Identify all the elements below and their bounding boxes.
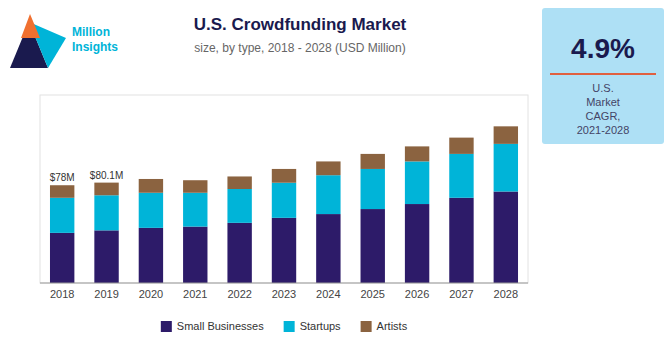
bar-segment: Startups	[94, 195, 118, 230]
x-tick-label: 2019	[94, 288, 118, 300]
data-label: $80.1M	[90, 170, 123, 181]
bar-segment: Artists	[494, 126, 518, 144]
bar-segment: Artists	[361, 154, 385, 169]
bar-segment: Startups	[227, 189, 251, 223]
bar-segment: Small Businesses	[316, 214, 340, 283]
bar-segment: Small Businesses	[50, 233, 74, 283]
bar-segment: Startups	[494, 144, 518, 192]
bar-segment: Small Businesses	[405, 204, 429, 283]
legend-label: Startups	[300, 320, 341, 332]
x-tick-label: 2020	[139, 288, 163, 300]
legend: Small Businesses Startups Artists	[161, 320, 408, 332]
bar-segment: Artists	[316, 161, 340, 175]
bar-segment: Artists	[139, 179, 163, 193]
bars: Small Businesses Small Businesses Small Bu…	[50, 126, 518, 283]
x-tick-label: 2028	[494, 288, 518, 300]
bar-segment: Startups	[50, 198, 74, 233]
legend-label: Small Businesses	[177, 320, 264, 332]
title: U.S. Crowdfunding Market	[194, 15, 407, 34]
cagr-value: 4.9%	[571, 33, 635, 64]
legend-swatch	[161, 321, 172, 332]
bar-segment: Artists	[50, 185, 74, 198]
logo-text: MillionInsights	[72, 25, 118, 54]
bar-segment: Startups	[449, 154, 473, 198]
bar-segment: Artists	[183, 180, 207, 193]
x-tick-label: 2026	[405, 288, 429, 300]
x-tick-label: 2025	[360, 288, 384, 300]
bar-segment: Artists	[272, 169, 296, 183]
bar-segment: Startups	[316, 175, 340, 214]
bar-segment: Artists	[227, 176, 251, 189]
x-tick-label: 2027	[449, 288, 473, 300]
plot-frame	[40, 95, 528, 283]
bar-segment: Artists	[405, 146, 429, 161]
cagr-box	[542, 8, 664, 144]
cagr-subtext: U.S.MarketCAGR,2021-2028	[577, 82, 630, 136]
x-tick-label: 2018	[50, 288, 74, 300]
x-tick-label: 2021	[183, 288, 207, 300]
cagr-separator	[550, 73, 656, 75]
bar-segment: Small Businesses	[272, 218, 296, 283]
bar-segment: Small Businesses	[361, 209, 385, 283]
legend-swatch	[361, 321, 372, 332]
legend-swatch	[284, 321, 295, 332]
legend-label: Artists	[377, 320, 408, 332]
bar-segment: Small Businesses	[494, 192, 518, 283]
bar-segment: Startups	[405, 161, 429, 204]
bar-segment: Artists	[449, 138, 473, 154]
logo-shape	[21, 14, 40, 38]
x-tick-label: 2022	[227, 288, 251, 300]
bar-segment: Small Businesses	[227, 223, 251, 283]
bar-segment: Startups	[139, 193, 163, 228]
x-tick-label: 2024	[316, 288, 340, 300]
bar-segment: Artists	[94, 183, 118, 196]
data-label: $78M	[50, 172, 75, 183]
chart: U.S. Crowdfunding Market size, by type, 2…	[0, 0, 670, 350]
x-axis	[40, 283, 528, 284]
bar-segment: Small Businesses	[94, 230, 118, 283]
bar-segment: Startups	[183, 193, 207, 227]
bar-segment: Startups	[272, 183, 296, 218]
bar-segment: Small Businesses	[139, 228, 163, 283]
logo: MillionInsights	[10, 14, 118, 68]
bar-segment: Small Businesses	[449, 198, 473, 283]
x-tick-label: 2023	[272, 288, 296, 300]
subtitle: size, by type, 2018 - 2028 (USD Million)	[194, 41, 405, 55]
bar-segment: Startups	[361, 169, 385, 209]
bar-segment: Small Businesses	[183, 227, 207, 283]
